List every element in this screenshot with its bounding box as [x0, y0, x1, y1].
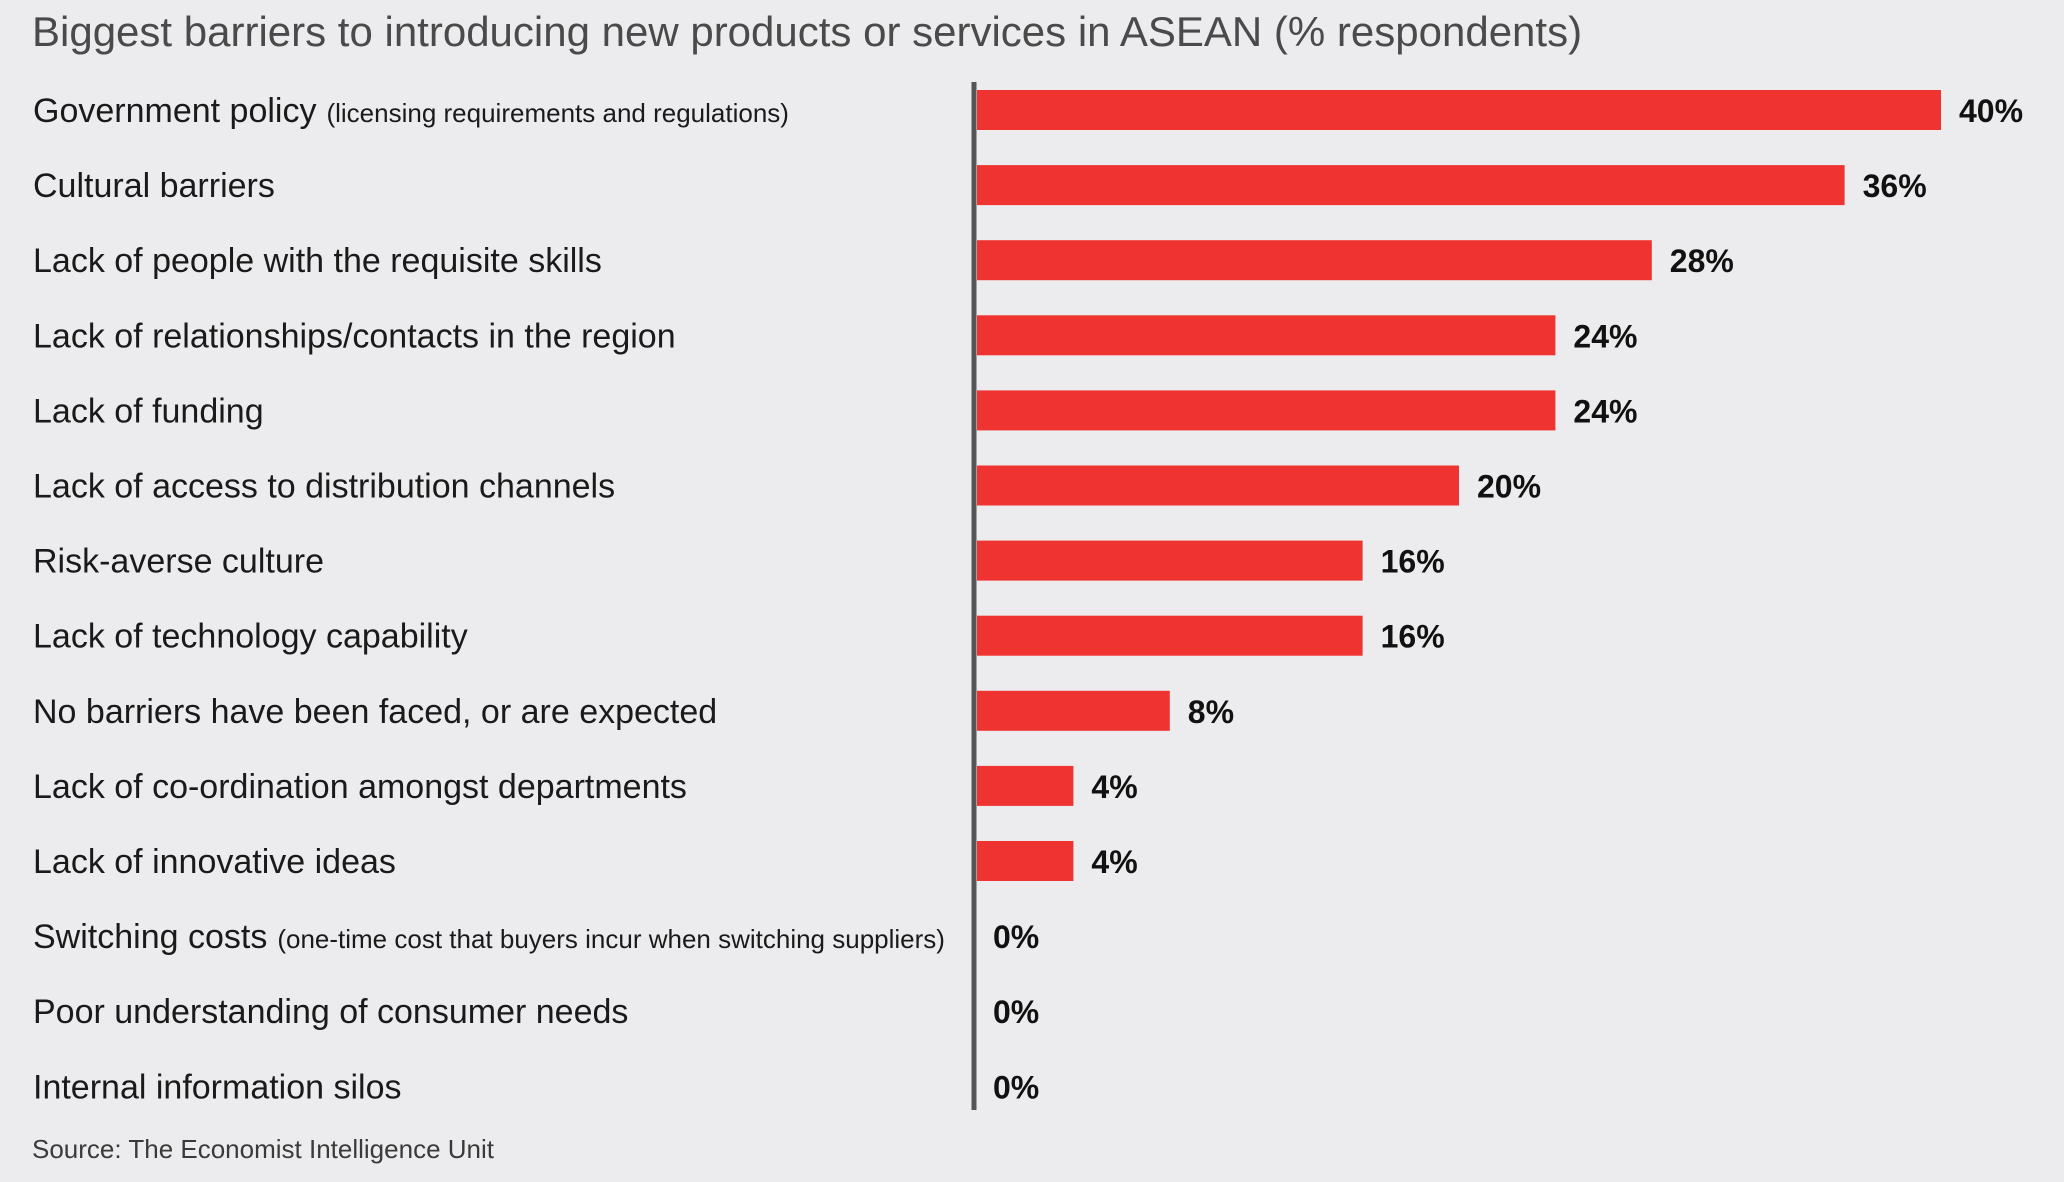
category-labels: Government policy (licensing requirements…	[33, 92, 945, 1106]
value-label: 24%	[1573, 393, 1637, 429]
bar	[977, 390, 1556, 431]
bars	[977, 90, 1941, 881]
category-label: Poor understanding of consumer needs	[33, 993, 628, 1031]
value-label: 8%	[1188, 694, 1234, 730]
value-labels: 40% 36% 28% 24% 24% 20% 16% 16% 8% 4% 4% 0% 0% 0%	[993, 93, 2023, 1105]
value-label: 0%	[993, 994, 1039, 1030]
value-label: 4%	[1091, 769, 1137, 805]
category-label: Lack of co-ordination amongst department…	[33, 768, 687, 806]
bar	[977, 690, 1170, 731]
bar	[977, 615, 1363, 656]
value-label: 0%	[993, 1069, 1039, 1105]
value-label: 24%	[1573, 318, 1637, 354]
value-label: 16%	[1381, 619, 1445, 655]
chart-title: Biggest barriers to introducing new prod…	[32, 8, 1583, 55]
category-label: No barriers have been faced, or are expe…	[33, 693, 717, 731]
value-label: 40%	[1959, 93, 2023, 129]
bar	[977, 90, 1941, 130]
category-note: (one-time cost that buyers incur when sw…	[277, 924, 945, 954]
category-label: Lack of access to distribution channels	[33, 468, 615, 506]
value-label: 16%	[1381, 544, 1445, 580]
bar	[977, 465, 1459, 506]
category-label: Lack of funding	[33, 392, 264, 430]
bar	[977, 165, 1845, 206]
source-note: Source: The Economist Intelligence Unit	[32, 1134, 494, 1164]
bar	[977, 540, 1363, 581]
value-label: 4%	[1091, 844, 1137, 880]
value-label: 0%	[993, 919, 1039, 955]
category-label: Lack of innovative ideas	[33, 843, 396, 881]
category-label: Risk-averse culture	[33, 543, 324, 581]
category-note: (licensing requirements and regulations)	[326, 98, 788, 128]
value-label: 36%	[1863, 168, 1927, 204]
category-label: Internal information silos	[33, 1068, 402, 1106]
value-label: 20%	[1477, 469, 1541, 505]
bar	[977, 315, 1556, 356]
bar	[977, 765, 1074, 806]
bar	[977, 841, 1074, 881]
category-label: Switching costs (one-time cost that buyer…	[33, 918, 945, 956]
category-label: Government policy (licensing requirements…	[33, 92, 789, 130]
bar	[977, 240, 1652, 281]
category-label: Lack of people with the requisite skills	[33, 242, 602, 280]
category-label: Cultural barriers	[33, 167, 275, 205]
category-label: Lack of technology capability	[33, 618, 468, 656]
category-label: Lack of relationships/contacts in the re…	[33, 317, 676, 355]
value-label: 28%	[1670, 243, 1734, 279]
